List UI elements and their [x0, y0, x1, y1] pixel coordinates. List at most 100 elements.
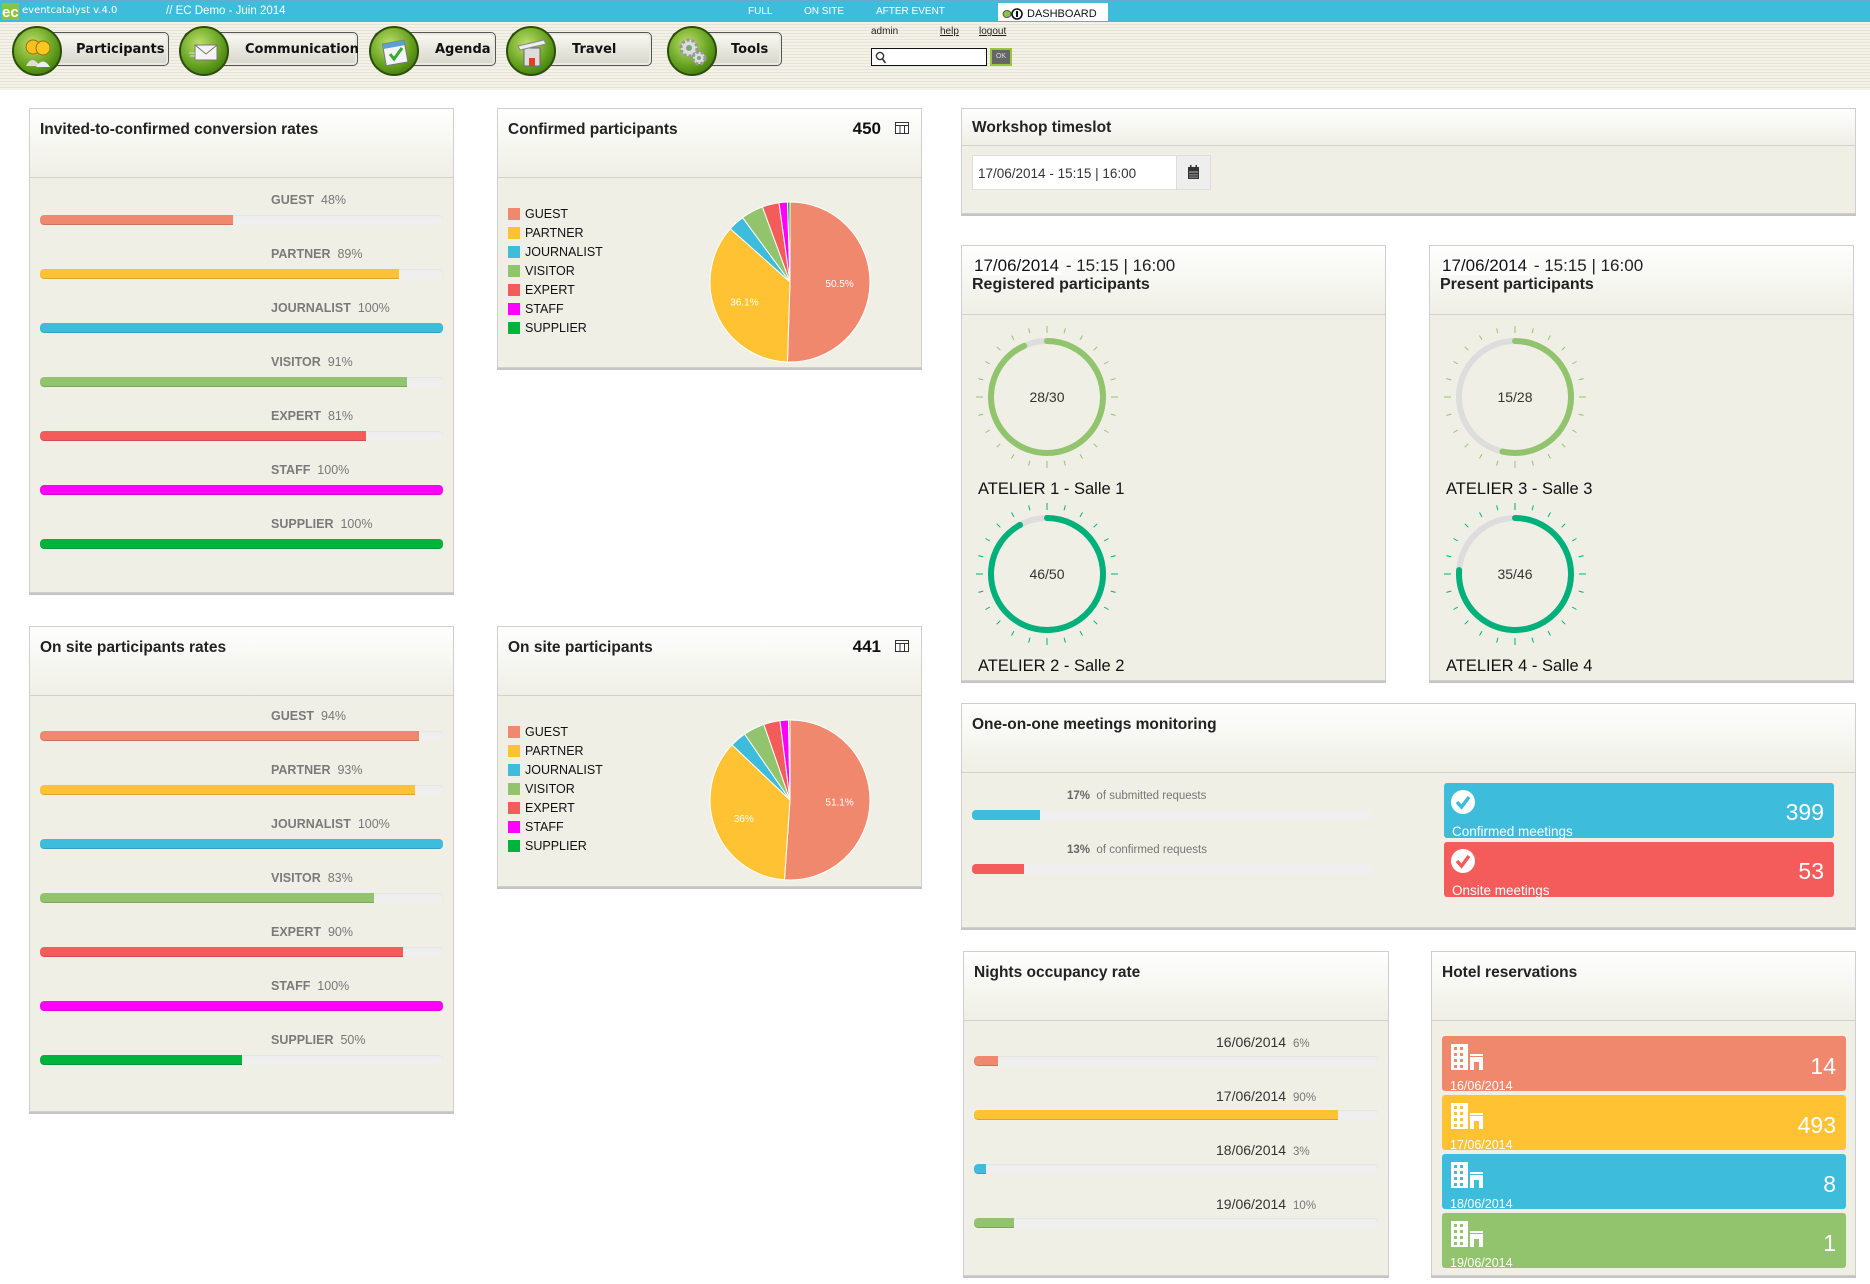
gauge-value-arc — [988, 515, 1106, 633]
panel-header: Confirmed participants 450 — [498, 109, 921, 178]
tile-value: 399 — [1785, 799, 1824, 825]
legend-label: SUPPLIER — [525, 838, 587, 853]
calendar-button[interactable] — [1176, 156, 1210, 189]
hotel-building-icon — [1451, 1162, 1483, 1188]
help-link[interactable]: help — [940, 26, 959, 37]
pie-slice-partner[interactable] — [709, 228, 791, 363]
progress-fill — [40, 785, 415, 795]
nav-agenda-button[interactable]: Agenda — [369, 26, 496, 76]
pie-slice-guest[interactable] — [783, 719, 871, 881]
gauge-tick — [996, 523, 1001, 528]
panel-title: Registered participants — [972, 276, 1150, 293]
legend-item[interactable]: STAFF — [508, 299, 603, 318]
progress-track — [974, 1110, 1378, 1120]
legend-label: SUPPLIER — [525, 320, 587, 335]
nav-tools-button[interactable]: Tools — [667, 26, 782, 76]
nav-participants-button[interactable]: Participants — [12, 26, 169, 76]
legend-item[interactable]: JOURNALIST — [508, 760, 603, 779]
pie-slice-guest[interactable] — [786, 201, 871, 363]
legend-item[interactable]: STAFF — [508, 817, 603, 836]
gauge-tick — [1464, 523, 1469, 528]
gauge-tick — [1446, 413, 1452, 416]
mode-onsite-link[interactable]: ON SITE — [804, 6, 845, 17]
hotel-reservation-tile[interactable]: 19/06/2014 1 — [1442, 1213, 1846, 1270]
legend-item[interactable]: EXPERT — [508, 280, 603, 299]
panel-header: Invited-to-confirmed conversion rates — [30, 109, 453, 178]
legend-item[interactable]: GUEST — [508, 204, 603, 223]
gauge-ring: 46/50 — [976, 503, 1118, 645]
onsite-participants-pie: 51.1% 36% — [709, 719, 871, 881]
mode-after-event-link[interactable]: AFTER EVENT — [876, 6, 945, 17]
pie-slice-partner[interactable] — [709, 744, 791, 881]
timeslot-field[interactable]: 17/06/2014 - 15:15 | 16:00 — [972, 155, 1211, 190]
pie-slice-supplier[interactable] — [787, 719, 791, 801]
hotel-reservation-tile[interactable]: 16/06/2014 14 — [1442, 1036, 1846, 1093]
rate-percent: 90% — [327, 925, 353, 939]
legend-item[interactable]: JOURNALIST — [508, 242, 603, 261]
legend-item[interactable]: PARTNER — [508, 223, 603, 242]
legend-label: EXPERT — [525, 800, 575, 815]
table-view-icon[interactable] — [895, 122, 909, 134]
legend-item[interactable]: GUEST — [508, 722, 603, 741]
onsite-rates-panel: On site participants rates GUEST 94% PART… — [29, 626, 454, 1112]
search-ok-button[interactable]: OK — [990, 48, 1012, 66]
gauge-tick — [996, 346, 1001, 351]
dashboard-tab[interactable]: DASHBOARD — [998, 3, 1108, 21]
mode-full-link[interactable]: FULL — [748, 6, 773, 17]
legend-label: EXPERT — [525, 282, 575, 297]
legend-item[interactable]: SUPPLIER — [508, 836, 603, 855]
progress-track — [972, 864, 1372, 874]
legend-item[interactable]: VISITOR — [508, 779, 603, 798]
panel-header: 17/06/2014 - 15:15 | 16:00 Registered pa… — [962, 246, 1385, 315]
gauge-tick — [1531, 328, 1534, 334]
gauge-tick — [1561, 523, 1566, 528]
tile-value: 493 — [1797, 1112, 1836, 1138]
gauge-tick — [1479, 335, 1483, 341]
legend-item[interactable]: SUPPLIER — [508, 318, 603, 337]
progress-fill — [974, 1056, 999, 1066]
legend-swatch — [508, 801, 520, 814]
workshop-gauge: 15/28 — [1444, 326, 1586, 473]
night-row: 17/06/2014 90% — [964, 1075, 1388, 1129]
category-name: GUEST — [271, 193, 315, 207]
hotel-reservation-tile[interactable]: 17/06/2014 493 — [1442, 1095, 1846, 1152]
main-navigation: Participants Communication Agenda Travel… — [0, 22, 1870, 90]
hotel-reservation-tile[interactable]: 18/06/2014 8 — [1442, 1154, 1846, 1211]
timeslot-value: 17/06/2014 - 15:15 | 16:00 — [978, 166, 1137, 181]
progress-fill — [40, 893, 375, 903]
category-name: STAFF — [271, 979, 311, 993]
confirmed-meetings-tile[interactable]: Confirmed meetings 399 — [1444, 783, 1834, 839]
onsite-total: 441 — [852, 637, 881, 656]
rate-row: JOURNALIST 100% — [30, 804, 453, 858]
confirmed-total: 450 — [852, 119, 881, 138]
gauge-tick — [1578, 590, 1584, 593]
onsite-meetings-tile[interactable]: Onsite meetings 53 — [1444, 842, 1834, 898]
search-input[interactable] — [890, 52, 986, 67]
nav-communication-button[interactable]: Communication — [179, 26, 359, 76]
legend-item[interactable]: VISITOR — [508, 261, 603, 280]
pie-legend: GUEST PARTNER JOURNALIST VISITOR EXPERT STAFF… — [508, 722, 603, 855]
current-user: admin — [871, 26, 899, 37]
table-view-icon[interactable] — [895, 640, 909, 652]
panel-title: On site participants rates — [40, 639, 227, 656]
panel-header: Nights occupancy rate — [964, 952, 1388, 1021]
pie-slice-supplier[interactable] — [786, 201, 791, 283]
nav-travel-button[interactable]: Travel — [506, 26, 652, 76]
progress-track — [40, 215, 443, 225]
legend-item[interactable]: EXPERT — [508, 798, 603, 817]
onsite-participants-panel: On site participants 441 GUEST PARTNER JOU… — [497, 626, 922, 887]
legend-item[interactable]: PARTNER — [508, 741, 603, 760]
rate-percent: 48% — [321, 193, 347, 207]
rate-row: GUEST 48% — [30, 180, 453, 234]
rate-label: VISITOR 91% — [271, 355, 353, 369]
legend-swatch — [508, 226, 520, 239]
logout-link[interactable]: logout — [979, 26, 1007, 37]
rate-percent: 100% — [357, 301, 390, 315]
rate-row: EXPERT 81% — [30, 396, 453, 450]
rate-label: JOURNALIST 100% — [271, 817, 390, 831]
rate-percent: 93% — [337, 763, 363, 777]
legend-label: STAFF — [525, 819, 564, 834]
rate-percent: 100% — [317, 979, 350, 993]
gauge-tick — [1011, 512, 1015, 518]
rate-percent: 50% — [340, 1033, 366, 1047]
